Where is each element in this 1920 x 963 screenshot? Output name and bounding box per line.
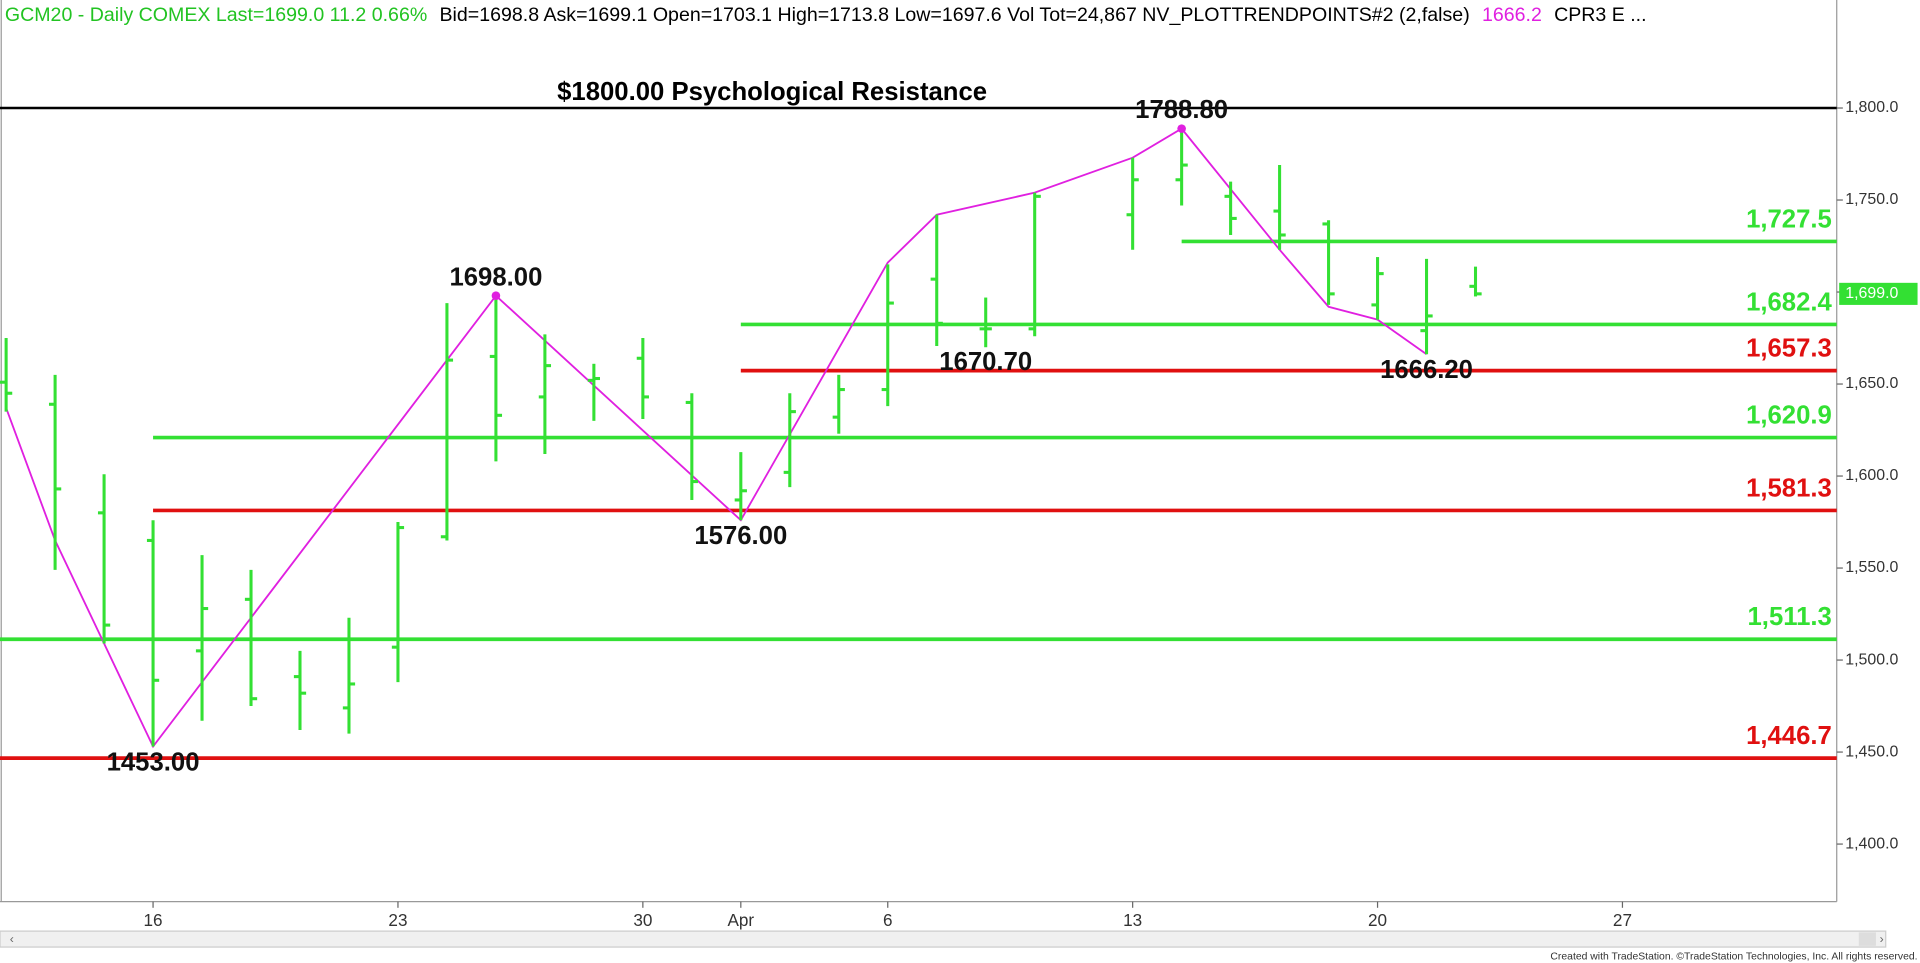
level-label: 1,446.7 — [1746, 722, 1832, 750]
last-price-tag — [1839, 282, 1918, 305]
pivot-label: 1698.00 — [449, 263, 542, 291]
pivot-label: 1788.80 — [1135, 96, 1228, 124]
x-tick-label: 27 — [1613, 910, 1632, 930]
last-price-label: 1,699.0 — [1845, 285, 1898, 302]
level-label: 1,682.4 — [1746, 288, 1832, 316]
x-tick-label: 30 — [633, 910, 652, 930]
pivot-dot — [1177, 124, 1186, 133]
level-label: 1,581.3 — [1746, 474, 1832, 502]
y-tick-label: 1,800.0 — [1845, 99, 1898, 116]
scrollbar-thumb[interactable] — [1858, 932, 1876, 946]
x-tick-label: 6 — [883, 910, 893, 930]
level-label: 1,511.3 — [1748, 603, 1832, 631]
x-tick-label: 20 — [1368, 910, 1387, 930]
pivot-label: 1453.00 — [107, 748, 200, 776]
header-item: GCM20 - Daily COMEX Last=1699.0 11.2 0.6… — [5, 4, 427, 26]
y-tick-label: 1,600.0 — [1845, 467, 1898, 484]
level-label: 1,620.9 — [1746, 402, 1832, 430]
y-tick-label: 1,450.0 — [1845, 743, 1898, 760]
x-tick-label: 23 — [388, 910, 407, 930]
y-tick-label: 1,550.0 — [1845, 559, 1898, 576]
y-tick-label: 1,500.0 — [1845, 651, 1898, 668]
level-label: 1,657.3 — [1746, 335, 1832, 363]
header-item: CPR3 E ... — [1554, 4, 1646, 26]
footer: Created with TradeStation. ©TradeStation… — [1550, 952, 1917, 963]
y-tick-label: 1,650.0 — [1845, 375, 1898, 392]
x-tick-label: Apr — [727, 910, 754, 930]
level-label: 1,727.5 — [1746, 205, 1832, 233]
scroll-left[interactable]: ‹ — [10, 932, 14, 946]
pivot-label: 1576.00 — [694, 522, 787, 550]
y-tick-label: 1,750.0 — [1845, 191, 1898, 208]
y-tick-label: 1,400.0 — [1845, 835, 1898, 852]
header-item: 1666.2 — [1482, 4, 1542, 26]
header: GCM20 - Daily COMEX Last=1699.0 11.2 0.6… — [5, 4, 1647, 26]
scrollbar[interactable] — [0, 930, 1887, 948]
pivot-dot — [491, 291, 501, 301]
x-tick-label: 16 — [144, 910, 163, 930]
header-item: Bid=1698.8 Ask=1699.1 Open=1703.1 High=1… — [440, 4, 1470, 26]
pivot-label: 1666.20 — [1380, 356, 1473, 384]
x-tick-label: 13 — [1123, 910, 1142, 930]
resistance-label: $1800.00 Psychological Resistance — [557, 78, 987, 106]
annotation: 1670.70 — [939, 348, 1032, 376]
scroll-right[interactable]: › — [1880, 932, 1884, 946]
